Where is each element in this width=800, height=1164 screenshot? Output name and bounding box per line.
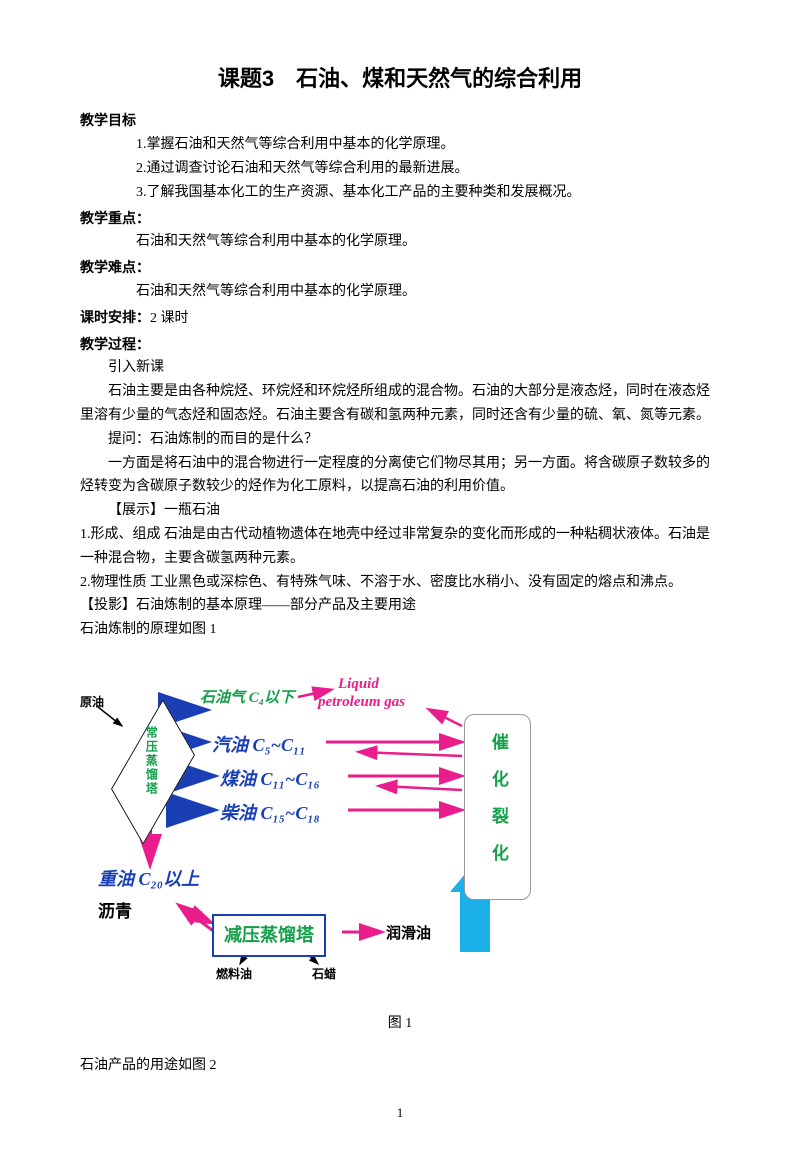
cracking-box: 催化裂化: [464, 714, 531, 900]
atm-tower-label: 常压蒸馏塔: [141, 726, 161, 796]
time-label: 课时安排：: [80, 309, 150, 325]
para-1: 石油主要是由各种烷烃、环烷烃和环烷烃所组成的混合物。石油的大部分是液态烃，同时在…: [80, 380, 720, 428]
time-value: 2 课时: [150, 311, 189, 326]
diff-text: 石油和天然气等综合利用中基本的化学原理。: [80, 280, 720, 304]
page-title: 课题3 石油、煤和天然气的综合利用: [80, 60, 720, 97]
refining-diagram: 常压蒸馏塔 原油 石油气 C₄以下 Liquid petroleum gas 汽…: [80, 662, 560, 1002]
show-line: 【展示】一瓶石油: [80, 499, 720, 523]
section-time-header: 课时安排：2 课时: [80, 306, 720, 331]
heavy-oil-label: 重油 C₂₀以上: [98, 864, 199, 895]
intro-line: 引入新课: [80, 356, 720, 380]
fig2-intro: 石油产品的用途如图 2: [80, 1054, 720, 1078]
section-diff-header: 教学难点：: [80, 256, 720, 280]
fig1-intro: 石油炼制的原理如图 1: [80, 618, 720, 642]
section-process-header: 教学过程：: [80, 333, 720, 357]
gasoline-label: 汽油 C₅~C₁₁: [212, 730, 306, 761]
key-text: 石油和天然气等综合利用中基本的化学原理。: [80, 230, 720, 254]
wax-label: 石蜡: [312, 964, 336, 984]
fact-2: 2.物理性质 工业黑色或深棕色、有特殊气味、不溶于水、密度比水稍小、没有固定的熔…: [80, 571, 720, 595]
section-key-header: 教学重点：: [80, 207, 720, 231]
para-2: 一方面是将石油中的混合物进行一定程度的分离使它们物尽其用；另一方面。将含碳原子数…: [80, 452, 720, 500]
lube-label: 润滑油: [386, 922, 431, 948]
goal-3: 3.了解我国基本化工的生产资源、基本化工产品的主要种类和发展概况。: [80, 181, 720, 205]
diesel-label: 柴油 C₁₅~C₁₈: [220, 798, 320, 829]
vacuum-tower-box: 减压蒸馏塔: [212, 914, 326, 957]
kerosene-label: 煤油 C₁₁~C₁₆: [220, 764, 320, 795]
page-number: 1: [80, 1078, 720, 1124]
lpg-cn-label: 石油气 C₄以下: [200, 686, 294, 712]
section-goal-header: 教学目标: [80, 109, 720, 133]
fact-1: 1.形成、组成 石油是由古代动植物遗体在地壳中经过非常复杂的变化而形成的一种粘稠…: [80, 523, 720, 571]
question-1: 提问：石油炼制的而目的是什么？: [80, 428, 720, 452]
goal-2: 2.通过调查讨论石油和天然气等综合利用的最新进展。: [80, 157, 720, 181]
asphalt-label: 沥青: [98, 898, 132, 927]
crude-oil-label: 原油: [80, 692, 104, 712]
lpg-en-2: petroleum gas: [318, 690, 405, 716]
projection-line: 【投影】石油炼制的基本原理——部分产品及主要用途: [80, 594, 720, 618]
fig1-caption: 图 1: [80, 1012, 720, 1036]
fuel-oil-label: 燃料油: [216, 964, 252, 984]
goal-1: 1.掌握石油和天然气等综合利用中基本的化学原理。: [80, 133, 720, 157]
